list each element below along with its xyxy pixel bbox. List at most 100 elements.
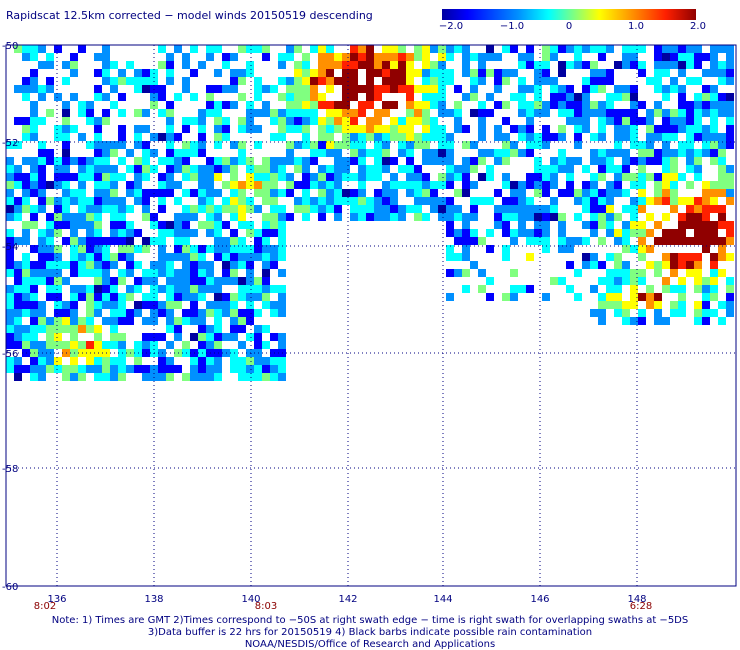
wind-difference-cell bbox=[14, 285, 22, 293]
wind-difference-cell bbox=[526, 61, 534, 69]
wind-difference-cell bbox=[646, 301, 654, 309]
wind-difference-cell bbox=[534, 157, 542, 165]
wind-difference-cell bbox=[214, 213, 222, 221]
wind-difference-cell bbox=[46, 53, 54, 61]
wind-difference-cell bbox=[726, 221, 734, 229]
wind-difference-cell bbox=[510, 237, 518, 245]
wind-difference-cell bbox=[630, 101, 638, 109]
wind-difference-cell bbox=[118, 141, 126, 149]
wind-difference-cell bbox=[30, 261, 38, 269]
wind-difference-cell bbox=[294, 157, 302, 165]
wind-difference-cell bbox=[470, 109, 478, 117]
wind-difference-cell bbox=[118, 293, 126, 301]
wind-difference-cell bbox=[238, 149, 246, 157]
wind-difference-cell bbox=[206, 301, 214, 309]
wind-difference-cell bbox=[302, 189, 310, 197]
wind-difference-cell bbox=[54, 341, 62, 349]
wind-difference-cell bbox=[382, 77, 390, 85]
wind-difference-cell bbox=[358, 61, 366, 69]
wind-difference-cell bbox=[646, 117, 654, 125]
wind-difference-cell bbox=[398, 77, 406, 85]
wind-difference-cell bbox=[662, 157, 670, 165]
wind-difference-cell bbox=[94, 261, 102, 269]
wind-difference-cell bbox=[462, 45, 470, 53]
wind-difference-cell bbox=[598, 149, 606, 157]
wind-difference-cell bbox=[710, 93, 718, 101]
wind-difference-cell bbox=[70, 213, 78, 221]
wind-difference-cell bbox=[630, 221, 638, 229]
wind-difference-cell bbox=[158, 189, 166, 197]
wind-difference-cell bbox=[198, 117, 206, 125]
wind-difference-cell bbox=[510, 197, 518, 205]
wind-difference-cell bbox=[574, 109, 582, 117]
wind-difference-cell bbox=[358, 213, 366, 221]
wind-difference-cell bbox=[6, 237, 14, 245]
wind-difference-cell bbox=[406, 117, 414, 125]
wind-difference-cell bbox=[454, 173, 462, 181]
wind-difference-cell bbox=[246, 221, 254, 229]
wind-difference-cell bbox=[182, 373, 190, 381]
wind-difference-cell bbox=[718, 93, 726, 101]
wind-difference-cell bbox=[542, 53, 550, 61]
wind-difference-cell bbox=[502, 221, 510, 229]
wind-difference-cell bbox=[70, 221, 78, 229]
wind-difference-cell bbox=[630, 141, 638, 149]
wind-difference-cell bbox=[102, 373, 110, 381]
wind-difference-cell bbox=[54, 221, 62, 229]
wind-difference-cell bbox=[558, 109, 566, 117]
wind-difference-cell bbox=[702, 213, 710, 221]
wind-difference-cell bbox=[606, 77, 614, 85]
wind-difference-cell bbox=[206, 261, 214, 269]
wind-difference-cell bbox=[374, 213, 382, 221]
wind-difference-cell bbox=[38, 189, 46, 197]
wind-difference-cell bbox=[670, 157, 678, 165]
wind-difference-cell bbox=[710, 45, 718, 53]
wind-difference-cell bbox=[102, 141, 110, 149]
wind-difference-cell bbox=[270, 221, 278, 229]
wind-difference-cell bbox=[574, 93, 582, 101]
wind-difference-cell bbox=[286, 181, 294, 189]
wind-difference-cell bbox=[406, 173, 414, 181]
wind-difference-cell bbox=[430, 149, 438, 157]
wind-difference-cell bbox=[710, 221, 718, 229]
wind-difference-cell bbox=[598, 157, 606, 165]
wind-difference-cell bbox=[598, 53, 606, 61]
wind-difference-cell bbox=[494, 133, 502, 141]
wind-difference-cell bbox=[86, 341, 94, 349]
wind-difference-cell bbox=[30, 365, 38, 373]
wind-difference-cell bbox=[494, 213, 502, 221]
wind-difference-cell bbox=[382, 213, 390, 221]
wind-difference-cell bbox=[678, 45, 686, 53]
wind-difference-cell bbox=[534, 205, 542, 213]
wind-difference-cell bbox=[310, 141, 318, 149]
wind-difference-cell bbox=[110, 357, 118, 365]
wind-difference-cell bbox=[118, 333, 126, 341]
wind-difference-cell bbox=[398, 181, 406, 189]
wind-difference-cell bbox=[230, 253, 238, 261]
wind-difference-cell bbox=[654, 85, 662, 93]
wind-difference-cell bbox=[598, 301, 606, 309]
wind-difference-cell bbox=[502, 205, 510, 213]
wind-difference-cell bbox=[566, 245, 574, 253]
wind-difference-cell bbox=[694, 229, 702, 237]
wind-difference-cell bbox=[270, 285, 278, 293]
wind-difference-cell bbox=[46, 157, 54, 165]
wind-difference-cell bbox=[702, 85, 710, 93]
wind-difference-cell bbox=[14, 277, 22, 285]
wind-difference-cell bbox=[222, 61, 230, 69]
wind-difference-cell bbox=[94, 245, 102, 253]
wind-difference-cell bbox=[94, 53, 102, 61]
wind-difference-cell bbox=[694, 221, 702, 229]
wind-difference-cell bbox=[30, 125, 38, 133]
wind-difference-cell bbox=[110, 365, 118, 373]
wind-difference-cell bbox=[134, 277, 142, 285]
wind-difference-cell bbox=[38, 157, 46, 165]
wind-difference-cell bbox=[542, 61, 550, 69]
wind-difference-cell bbox=[110, 181, 118, 189]
wind-difference-cell bbox=[638, 189, 646, 197]
wind-difference-cell bbox=[182, 317, 190, 325]
wind-difference-cell bbox=[198, 125, 206, 133]
wind-difference-cell bbox=[70, 341, 78, 349]
wind-difference-cell bbox=[262, 157, 270, 165]
wind-difference-cell bbox=[254, 93, 262, 101]
